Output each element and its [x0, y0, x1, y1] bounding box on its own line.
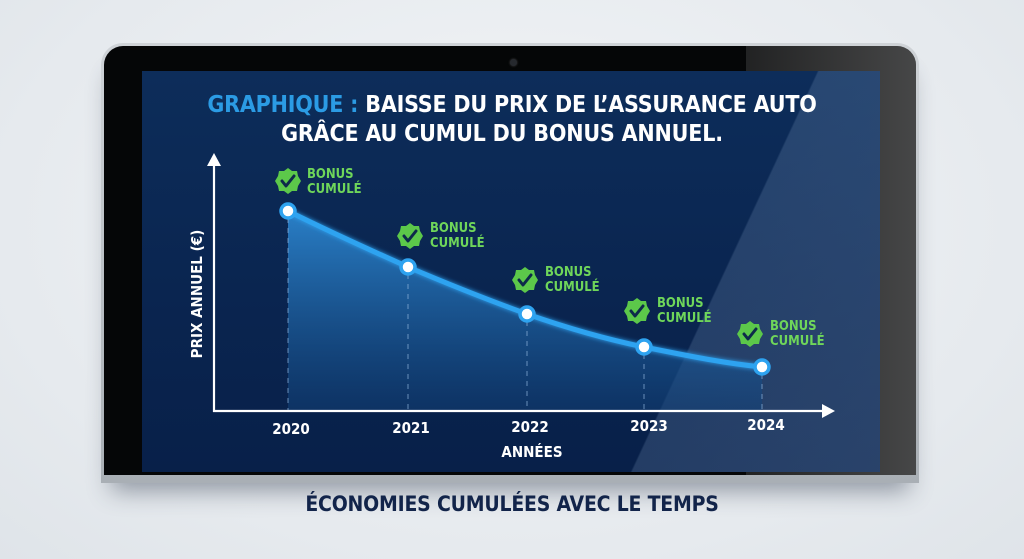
x-axis-arrow-icon: [822, 404, 835, 418]
bonus-badges: [275, 168, 763, 347]
annotation-2024-l1: BONUS: [770, 319, 817, 334]
webcam-icon: [510, 59, 517, 66]
check-badge-icon: [624, 298, 650, 324]
data-point-2023: [635, 338, 653, 356]
x-axis-label: ANNÉES: [501, 442, 562, 461]
annotation-2020-l2: CUMULÉ: [307, 181, 362, 197]
x-tick-2020: 2020: [272, 420, 310, 438]
annotation-2020-l1: BONUS: [307, 167, 354, 182]
annotation-2021-l2: CUMULÉ: [430, 235, 485, 251]
annotation-2021-l1: BONUS: [430, 221, 477, 236]
x-tick-2023: 2023: [630, 417, 668, 435]
data-points: [279, 202, 771, 376]
data-point-2021: [399, 258, 417, 276]
check-badge-icon: [737, 321, 763, 347]
y-axis-arrow-icon: [207, 153, 221, 166]
badge-labels: BONUS BONUS CUMULÉ BONUS CUMULÉ BONUS CU…: [307, 167, 825, 349]
chart-title-line-2: GRÂCE AU CUMUL DU BONUS ANNUEL.: [281, 121, 723, 147]
annotation-2024-l2: CUMULÉ: [770, 333, 825, 349]
check-badge-icon: [512, 267, 538, 293]
area-fill: [288, 211, 762, 411]
data-point-2020: [279, 202, 297, 220]
drop-lines: [287, 218, 763, 411]
chart-caption: ÉCONOMIES CUMULÉES AVEC LE TEMPS: [305, 492, 719, 516]
x-tick-2024: 2024: [747, 416, 785, 434]
axes: [207, 153, 835, 418]
data-point-2024: [753, 358, 771, 376]
chart-title-line-1: GRAPHIQUE : BAISSE DU PRIX DE L’ASSURANC…: [0, 92, 1024, 118]
y-axis-label: PRIX ANNUEL (€): [188, 230, 206, 359]
x-tick-2021: 2021: [392, 419, 430, 437]
annotation-2023-l2: CUMULÉ: [657, 310, 712, 326]
data-point-2022: [518, 305, 536, 323]
annotation-2022-l1: BONUS: [545, 265, 592, 280]
check-badge-icon: [275, 168, 301, 194]
x-tick-labels: 2020 2021 2022 2023 2024 ANNÉES: [272, 416, 785, 461]
annotation-2022-l2: CUMULÉ: [545, 279, 600, 295]
check-badge-icon: [397, 223, 423, 249]
chart-title-line-1-text: BAISSE DU PRIX DE L’ASSURANCE AUTO: [365, 92, 817, 118]
annotation-2023-l1: BONUS: [657, 296, 704, 311]
x-tick-2022: 2022: [511, 418, 549, 436]
chart-title-prefix: GRAPHIQUE :: [207, 92, 359, 118]
